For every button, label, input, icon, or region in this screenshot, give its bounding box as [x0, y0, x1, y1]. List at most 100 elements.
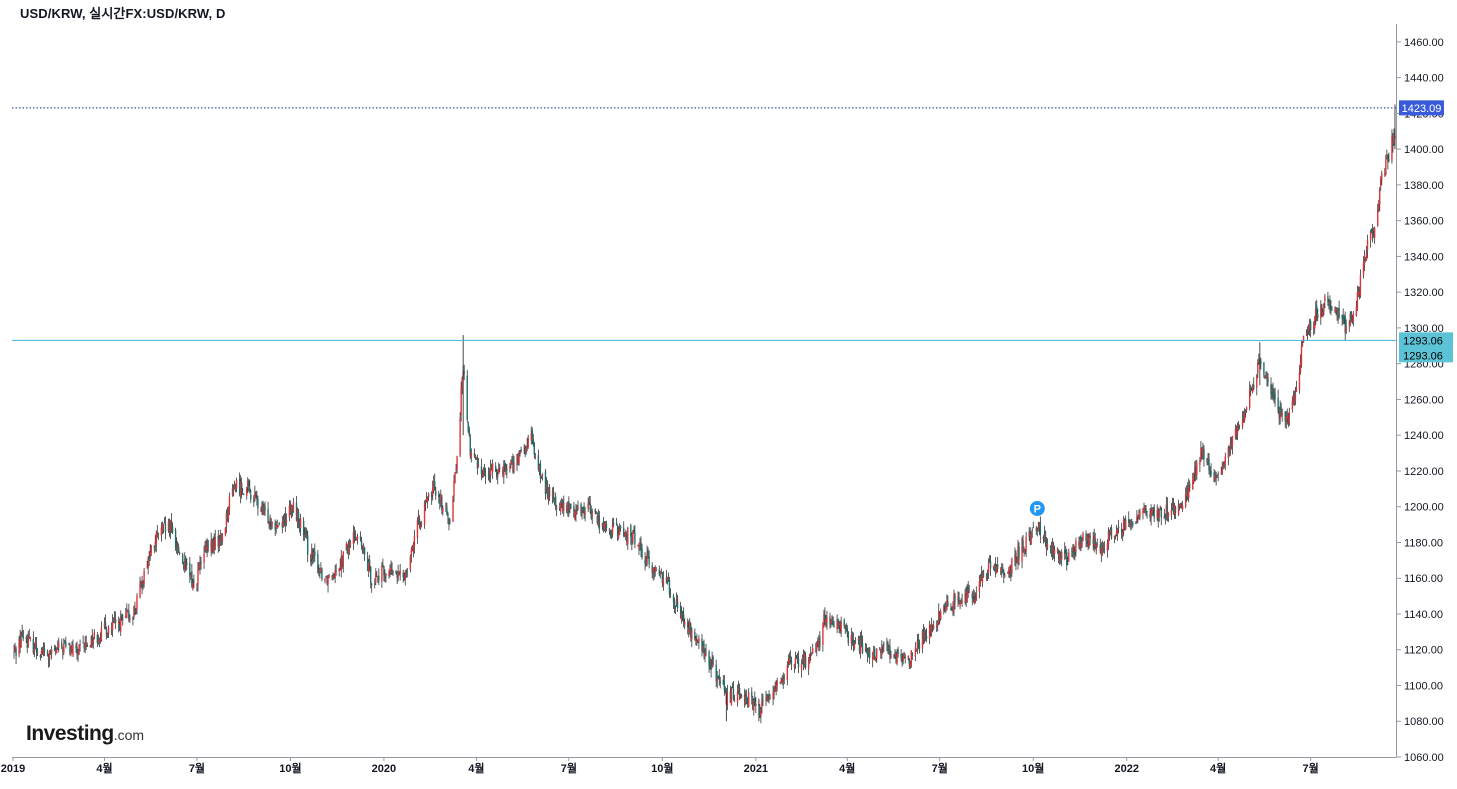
candle-body — [214, 537, 216, 550]
candle-body — [347, 542, 350, 554]
candle-body — [776, 681, 778, 686]
candle-body — [673, 600, 676, 607]
candle-body — [1222, 463, 1224, 465]
candle-body — [526, 444, 528, 447]
candle-body — [1249, 387, 1252, 392]
candle-body — [1139, 511, 1141, 518]
candle-body — [238, 478, 241, 495]
candle-body — [1125, 519, 1127, 530]
candle-body — [476, 461, 479, 469]
candle-body — [435, 490, 437, 496]
candle-body — [1071, 551, 1073, 553]
price-axis[interactable]: 1060.00 1080.00 1100.00 1120.00 1140.00 1160.… — [1396, 24, 1444, 764]
candle-body — [1015, 552, 1017, 564]
candle-body — [943, 605, 945, 612]
price-tick-label: 1060.00 — [1404, 752, 1444, 764]
candle-body — [1266, 375, 1268, 379]
candle-body — [503, 464, 505, 477]
candle-body — [321, 569, 323, 580]
candle-body — [717, 676, 719, 678]
candle-body — [925, 635, 928, 639]
candle-body — [190, 573, 192, 578]
candle-body — [996, 564, 999, 569]
candle-body — [84, 642, 86, 648]
candle-body — [460, 388, 462, 415]
candle-body — [1078, 542, 1080, 547]
candle-body — [1052, 544, 1055, 554]
candle-body — [1009, 565, 1011, 571]
candle-body — [859, 638, 862, 654]
candle-body — [530, 432, 532, 440]
candle-body — [297, 511, 300, 521]
candle-body — [1089, 535, 1091, 539]
candle-body — [375, 573, 377, 583]
candle-body — [296, 509, 299, 523]
candle-body — [192, 582, 194, 590]
time-axis[interactable]: 2019 4월 7월 10월 2020 4월 7월 10월 2021 4월 7월 10월 2022 4월 7… — [1, 757, 1396, 775]
candle-body — [946, 600, 948, 610]
candle-body — [100, 626, 103, 642]
candle-body — [396, 571, 398, 578]
candle-body — [1109, 529, 1112, 536]
candle-body — [378, 575, 380, 582]
candle-body — [1314, 318, 1316, 329]
candle-body — [917, 638, 920, 644]
candle-body — [1165, 504, 1168, 516]
price-tick-label: 1180.00 — [1404, 537, 1443, 549]
candle-body — [285, 519, 288, 523]
candle-body — [1380, 177, 1382, 187]
candle-body — [363, 547, 366, 556]
candle-body — [345, 544, 348, 550]
candle-body — [1185, 486, 1188, 497]
candle-body — [669, 593, 672, 595]
candle-body — [490, 465, 493, 471]
candle-body — [440, 494, 442, 505]
candle-body — [951, 608, 953, 610]
candle-body — [718, 674, 720, 680]
candle-body — [511, 463, 513, 465]
candle-body — [1217, 473, 1219, 475]
candle-body — [1227, 447, 1230, 459]
candle-body — [381, 565, 383, 582]
candle-body — [1202, 448, 1204, 455]
candle-body — [441, 496, 443, 511]
candle-body — [1229, 443, 1232, 451]
candle-body — [248, 481, 250, 486]
candle-body — [968, 591, 970, 593]
candle-body — [295, 502, 298, 521]
candle-body — [418, 518, 421, 526]
candle-body — [702, 646, 704, 652]
candle-body — [86, 643, 88, 647]
candle-body — [580, 503, 582, 514]
candle-body — [737, 687, 740, 692]
candle-body — [516, 454, 518, 466]
candle-body — [452, 496, 454, 522]
candle-body — [1253, 384, 1255, 389]
candle-body — [496, 471, 498, 478]
candle-body — [50, 649, 53, 654]
price-tick-label: 1220.00 — [1404, 466, 1444, 478]
candle-body — [1072, 548, 1074, 552]
candle-body — [1391, 136, 1393, 161]
candle-body — [832, 617, 834, 626]
candle-body — [276, 525, 278, 528]
candle-body — [551, 491, 554, 498]
candle-body — [263, 506, 265, 515]
candle-body — [802, 654, 805, 665]
candle-body — [904, 656, 906, 658]
overlay-layer: 1423.09 1293.06 1293.06 P — [1028, 100, 1453, 517]
candle-body — [35, 644, 38, 652]
candle-body — [1351, 320, 1354, 324]
candle-body — [499, 467, 501, 469]
candle-body — [1022, 540, 1024, 552]
candle-body — [945, 603, 947, 608]
candle-body — [1359, 275, 1362, 296]
candle-body — [352, 532, 355, 544]
candle-body — [608, 528, 611, 531]
candle-body — [604, 522, 607, 526]
candle-body — [1274, 393, 1276, 399]
candle-body — [809, 651, 812, 654]
candle-body — [765, 698, 767, 700]
